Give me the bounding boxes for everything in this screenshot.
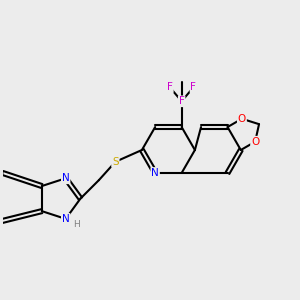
Text: N: N <box>62 214 70 224</box>
Text: O: O <box>251 137 259 147</box>
Text: S: S <box>112 157 119 167</box>
Text: F: F <box>167 82 173 92</box>
Text: N: N <box>62 173 70 183</box>
Text: O: O <box>238 114 246 124</box>
Text: N: N <box>151 168 159 178</box>
Text: H: H <box>74 220 80 229</box>
Text: F: F <box>179 96 184 106</box>
Text: F: F <box>190 82 196 92</box>
